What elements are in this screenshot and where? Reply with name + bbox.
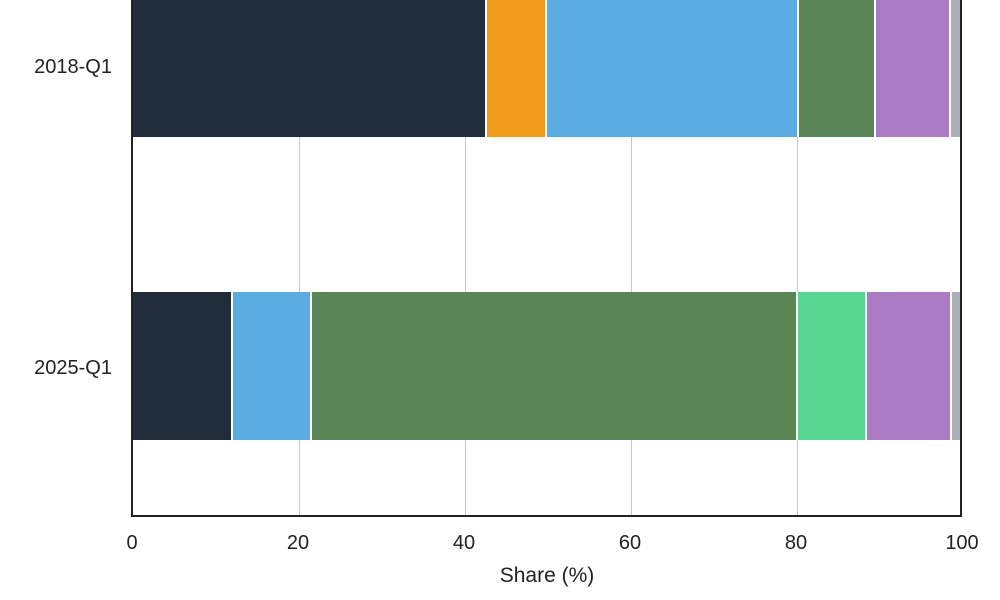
bar-segment <box>486 0 548 137</box>
bar-segment <box>876 0 951 137</box>
bar-2018-q1 <box>133 0 960 137</box>
gridline-60 <box>631 0 632 515</box>
x-axis-label: Share (%) <box>499 564 595 587</box>
bar-segment <box>312 292 798 440</box>
bar-segment <box>233 292 313 440</box>
y-label-2018-q1: 2018-Q1 <box>34 56 112 78</box>
bar-segment <box>547 0 799 137</box>
bar-segment <box>798 0 877 137</box>
gridline-40 <box>465 0 466 515</box>
x-tick-60: 60 <box>618 532 642 554</box>
x-tick-20: 20 <box>286 532 310 554</box>
gridline-20 <box>299 0 300 515</box>
bar-2025-q1 <box>133 292 960 440</box>
bar-segment <box>133 0 487 137</box>
x-tick-0: 0 <box>126 532 138 554</box>
x-tick-100: 100 <box>945 532 979 554</box>
x-tick-80: 80 <box>784 532 808 554</box>
y-label-2025-q1: 2025-Q1 <box>34 357 112 379</box>
bar-segment <box>866 292 952 440</box>
bar-segment <box>133 292 234 440</box>
gridline-80 <box>797 0 798 515</box>
x-tick-40: 40 <box>452 532 476 554</box>
bar-segment <box>951 292 960 440</box>
bar-segment <box>950 0 960 137</box>
bar-segment <box>797 292 867 440</box>
plot-area <box>131 0 962 517</box>
